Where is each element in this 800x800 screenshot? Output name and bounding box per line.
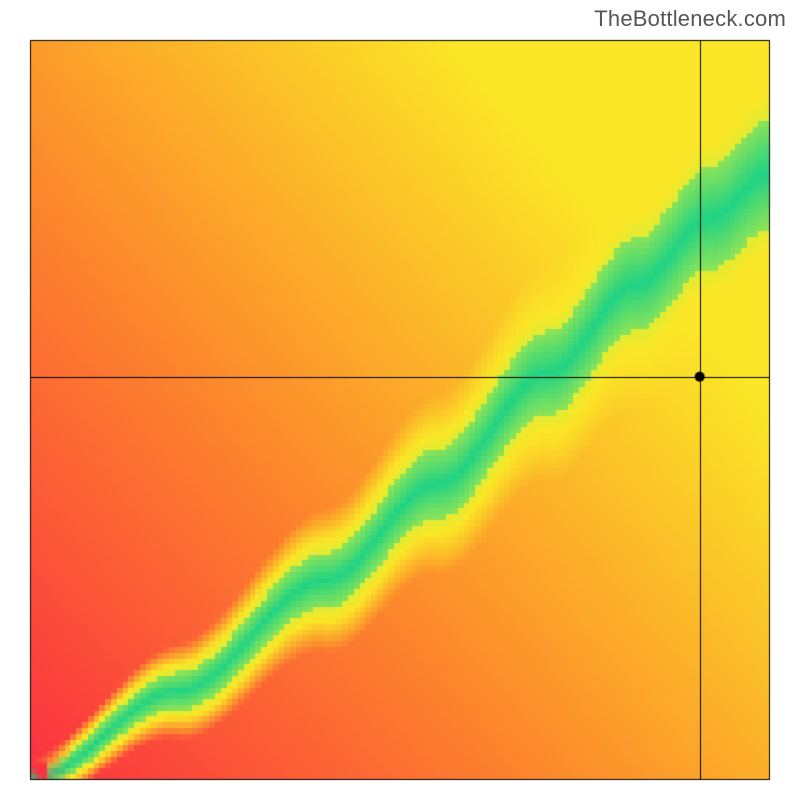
watermark-text: TheBottleneck.com	[594, 6, 786, 32]
chart-container: TheBottleneck.com	[0, 0, 800, 800]
heatmap-canvas	[0, 0, 800, 800]
